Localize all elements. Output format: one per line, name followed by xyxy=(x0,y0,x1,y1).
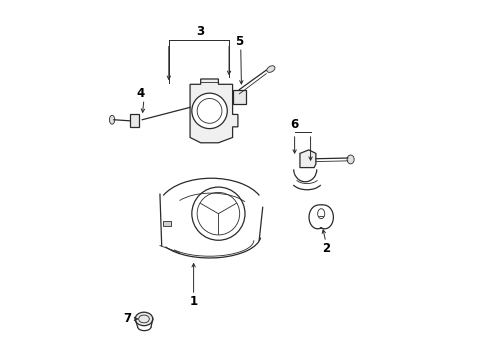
Polygon shape xyxy=(190,79,238,143)
Text: 2: 2 xyxy=(322,242,330,255)
Circle shape xyxy=(192,93,227,129)
Ellipse shape xyxy=(347,155,354,164)
Text: 1: 1 xyxy=(190,295,197,308)
Ellipse shape xyxy=(267,66,275,72)
Circle shape xyxy=(192,187,245,240)
Text: 3: 3 xyxy=(196,24,205,38)
Polygon shape xyxy=(300,150,316,168)
Bar xyxy=(164,221,171,226)
FancyBboxPatch shape xyxy=(130,114,139,127)
FancyBboxPatch shape xyxy=(233,90,246,104)
Text: 7: 7 xyxy=(123,312,131,325)
Text: 6: 6 xyxy=(290,118,298,131)
Ellipse shape xyxy=(135,312,153,326)
Text: 5: 5 xyxy=(236,35,244,48)
Text: 4: 4 xyxy=(136,87,145,100)
Ellipse shape xyxy=(109,115,115,124)
